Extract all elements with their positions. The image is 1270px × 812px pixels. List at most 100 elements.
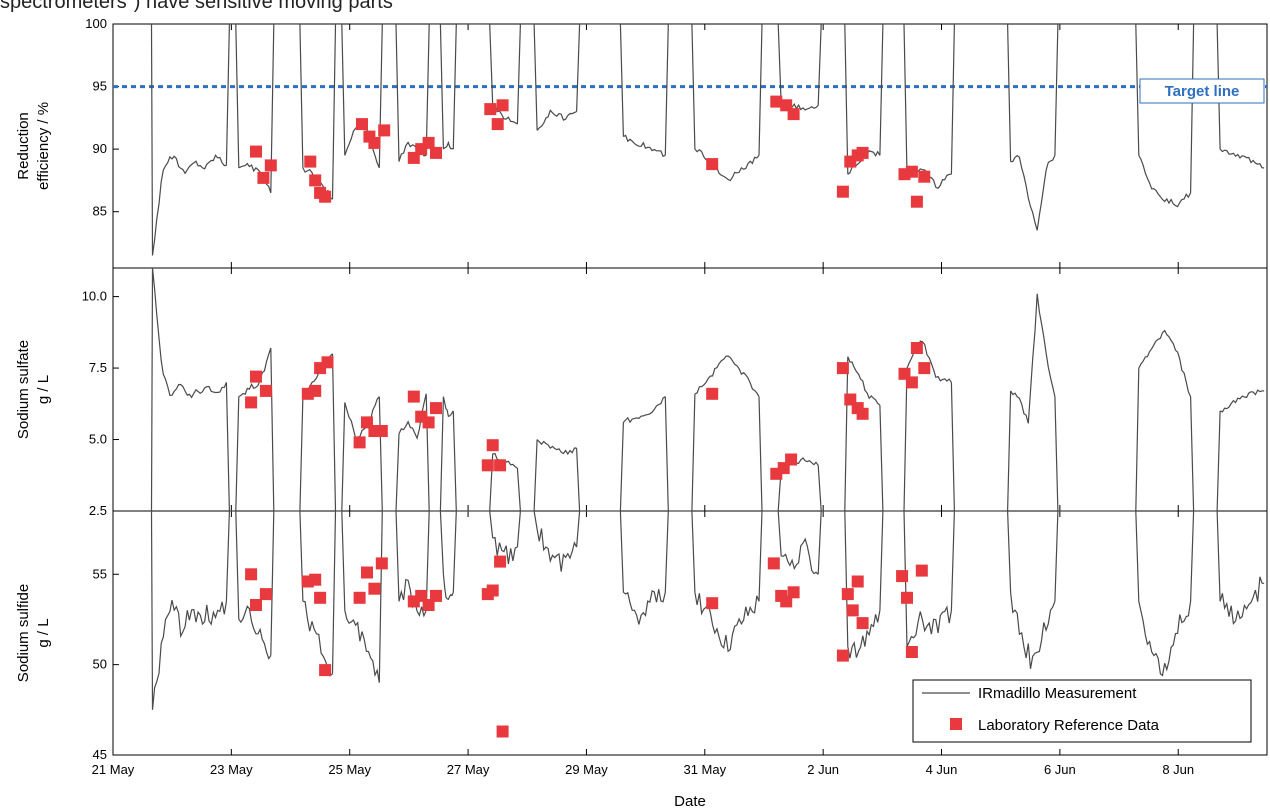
panel-frame	[112, 267, 1268, 512]
reference-marker	[430, 589, 442, 602]
reference-marker	[321, 356, 334, 369]
reference-marker	[245, 568, 258, 581]
y-tick-label: 45	[93, 747, 107, 762]
reference-marker	[422, 136, 435, 149]
reference-marker	[259, 384, 272, 397]
y-tick-label: 10.0	[82, 289, 107, 304]
reference-marker	[250, 599, 262, 611]
legend-marker-swatch	[950, 718, 962, 730]
reference-marker	[430, 146, 442, 159]
y-axis-title-line: efficiency / %	[35, 102, 52, 190]
reference-marker	[494, 555, 507, 568]
reference-marker	[309, 573, 322, 586]
reference-marker	[836, 649, 849, 662]
legend: IRmadillo Measurement Laboratory Referen…	[912, 679, 1252, 743]
x-tick-label: 4 Jun	[926, 762, 958, 777]
reference-marker	[905, 165, 918, 178]
measurement-line	[150, 268, 1265, 511]
reference-marker	[314, 591, 327, 604]
y-axis-title-line: Reduction	[15, 112, 32, 180]
reference-marker	[375, 557, 388, 570]
reference-marker	[481, 459, 494, 472]
y-tick-label: 2.5	[89, 503, 107, 518]
y-axis-title-line: g / L	[35, 375, 52, 404]
reference-marker	[901, 591, 913, 604]
reference-marker	[264, 159, 277, 172]
reference-marker	[905, 376, 918, 389]
reference-marker	[706, 158, 719, 171]
x-tick-label: 27 May	[447, 762, 490, 777]
x-axis-title: Date	[674, 793, 706, 810]
reference-marker	[896, 570, 909, 583]
x-tick-label: 2 Jun	[807, 762, 839, 777]
y-axis-title-line: Sodium sulfate	[15, 340, 32, 439]
reference-marker	[484, 103, 497, 116]
reference-marker	[851, 575, 864, 588]
reference-marker	[836, 362, 849, 375]
y-tick-label: 55	[93, 566, 107, 581]
reference-marker	[770, 95, 783, 108]
reference-marker	[918, 170, 931, 183]
reference-marker	[259, 588, 272, 601]
y-tick-label: 5.0	[89, 432, 107, 447]
reference-marker	[250, 370, 262, 383]
reference-marker	[767, 557, 780, 570]
reference-marker	[245, 396, 258, 409]
reference-marker	[319, 190, 332, 203]
y-tick-label: 100	[85, 16, 107, 31]
x-tick-label: 23 May	[210, 762, 253, 777]
chart-frame-layer	[112, 23, 1268, 756]
reference-marker	[309, 174, 322, 187]
reference-marker	[496, 99, 509, 112]
reference-marker	[785, 453, 798, 466]
reference-marker	[304, 155, 317, 168]
chart-data-layer	[113, 24, 1267, 738]
reference-marker	[910, 195, 923, 208]
y-tick-label: 90	[93, 141, 107, 156]
chart-label-layer: 85 90 95 100 Reduction efficiency / % Target l…	[15, 16, 1265, 777]
reference-marker	[910, 342, 923, 354]
reference-marker	[361, 566, 373, 579]
reference-marker	[356, 118, 368, 131]
reference-marker	[496, 725, 509, 738]
reference-marker	[486, 439, 499, 452]
x-tick-label: 31 May	[683, 762, 726, 777]
reference-marker	[309, 384, 322, 397]
x-tick-label: 8 Jun	[1162, 762, 1194, 777]
x-tick-label: 6 Jun	[1044, 762, 1076, 777]
measurement-line	[150, 511, 1265, 710]
reference-marker	[250, 145, 262, 158]
reference-marker	[486, 584, 499, 597]
reference-marker	[415, 589, 428, 602]
legend-entry-reference: Laboratory Reference Data	[978, 717, 1160, 734]
reference-marker	[378, 124, 391, 137]
reference-marker	[836, 185, 849, 198]
legend-box	[912, 679, 1252, 743]
reference-marker	[841, 588, 854, 601]
reference-marker	[368, 136, 381, 149]
reference-marker	[375, 425, 388, 437]
reference-marker	[257, 171, 270, 184]
reference-marker	[353, 436, 366, 449]
reference-marker	[368, 582, 381, 595]
y-tick-label: 85	[93, 204, 107, 219]
y-axis-title-line: Sodium sulfide	[15, 584, 32, 682]
target-line-label-box	[1139, 78, 1265, 104]
y-tick-label: 7.5	[89, 360, 107, 375]
measurement-line	[150, 24, 1265, 256]
header-text: spectrometers") have sensitive moving pa…	[0, 0, 393, 13]
reference-marker	[353, 591, 366, 604]
reference-marker	[918, 362, 931, 375]
reference-marker	[706, 387, 719, 400]
reference-marker	[856, 407, 869, 420]
reference-marker	[706, 597, 719, 610]
legend-entry-measurement: IRmadillo Measurement	[978, 685, 1137, 702]
reference-marker	[905, 646, 918, 658]
reference-marker	[780, 595, 793, 608]
reference-marker	[915, 564, 928, 577]
reference-marker	[787, 586, 800, 599]
reference-marker	[422, 416, 435, 429]
x-tick-label: 25 May	[328, 762, 371, 777]
reference-marker	[491, 118, 504, 131]
